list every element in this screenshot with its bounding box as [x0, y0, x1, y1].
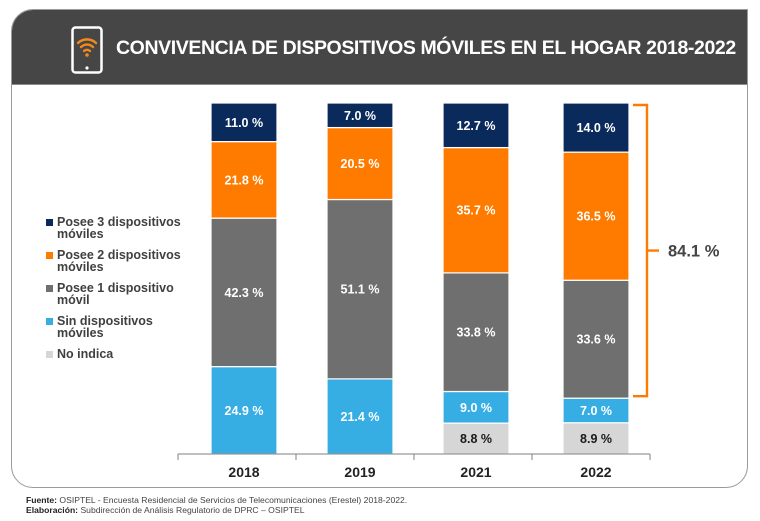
data-label: 35.7 %	[457, 204, 496, 218]
bar-segment-dos-2021	[442, 146, 510, 274]
legend-swatch	[46, 285, 53, 292]
bar-segment-sin-2019	[326, 378, 394, 455]
data-label: 11.0 %	[225, 116, 263, 130]
source-label: Fuente:	[26, 495, 58, 505]
data-label: 8.9 %	[580, 432, 612, 446]
bar-segment-tres-2021	[442, 102, 510, 149]
bar-segment-uno-2021	[442, 272, 510, 393]
chart-legend: Posee 3 dispositivos móviles Posee 2 dispo…	[46, 216, 207, 369]
data-label: 7.0 %	[580, 404, 612, 418]
data-label: 7.0 %	[344, 109, 376, 123]
data-label: 21.8 %	[225, 173, 264, 187]
legend-label: Posee 2 dispositivos	[57, 248, 181, 262]
legend-item-sin: Sin dispositivos móviles	[46, 315, 207, 339]
legend-item-no-indica: No indica	[46, 348, 207, 360]
annotation-bracket	[633, 103, 659, 398]
legend-swatch	[46, 318, 53, 325]
data-label: 33.8 %	[457, 326, 496, 340]
legend-item-uno: Posee 1 dispositivo móvil	[46, 282, 207, 306]
legend-label: Sin dispositivos	[57, 314, 153, 328]
data-label: 14.0 %	[577, 121, 616, 135]
bar-segment-sin-2018	[210, 366, 278, 455]
data-label: 42.3 %	[225, 286, 264, 300]
legend-label-cont: móviles	[57, 260, 104, 274]
credit-note: Elaboración: Subdirección de Análisis Re…	[26, 505, 407, 515]
bar-segment-tres-2019	[326, 102, 394, 129]
data-label: 8.8 %	[460, 432, 492, 446]
data-label: 33.6 %	[577, 333, 616, 347]
bar-segment-sin-2021	[442, 390, 510, 424]
x-tick-label: 2021	[460, 464, 491, 480]
bar-segment-dos-2018	[210, 141, 278, 219]
source-text: OSIPTEL - Encuesta Residencial de Servic…	[57, 495, 408, 505]
x-tick-label: 2019	[344, 464, 375, 480]
annotation-label: 84.1 %	[668, 243, 720, 261]
legend-swatch	[46, 351, 53, 358]
legend-swatch	[46, 252, 53, 259]
bar-segment-no-indica-2022	[562, 422, 630, 455]
bar-segment-uno-2019	[326, 198, 394, 380]
source-note: Fuente: OSIPTEL - Encuesta Residencial d…	[26, 495, 407, 505]
legend-label: No indica	[57, 347, 114, 361]
legend-item-tres: Posee 3 dispositivos móviles	[46, 216, 207, 240]
data-label: 21.4 %	[341, 410, 380, 424]
chart-footer: Fuente: OSIPTEL - Encuesta Residencial d…	[26, 495, 407, 515]
legend-label-cont: móvil	[57, 293, 90, 307]
data-label: 9.0 %	[460, 401, 492, 415]
smartphone-wifi-icon	[71, 26, 103, 74]
bar-segment-uno-2018	[210, 217, 278, 368]
legend-item-dos: Posee 2 dispositivos móviles	[46, 249, 207, 273]
bar-segment-tres-2022	[562, 102, 630, 153]
legend-swatch	[46, 219, 53, 226]
data-label: 51.1 %	[341, 283, 380, 297]
bar-segment-tres-2018	[210, 102, 278, 143]
legend-label-cont: móviles	[57, 227, 104, 241]
x-tick-label: 2018	[228, 464, 259, 480]
data-label: 36.5 %	[577, 210, 616, 224]
data-label: 12.7 %	[457, 119, 496, 133]
legend-label-cont: móviles	[57, 326, 104, 340]
chart-header: CONVIVENCIA DE DISPOSITIVOS MÓVILES EN E…	[12, 10, 747, 85]
credit-text: Subdirección de Análisis Regulatorio de …	[78, 505, 305, 515]
legend-label: Posee 1 dispositivo	[57, 281, 174, 295]
data-label: 24.9 %	[225, 404, 264, 418]
chart-title: CONVIVENCIA DE DISPOSITIVOS MÓVILES EN E…	[116, 37, 736, 59]
bar-segment-dos-2022	[562, 151, 630, 281]
data-label: 20.5 %	[341, 157, 380, 171]
x-tick-label: 2022	[580, 464, 611, 480]
bar-segment-uno-2022	[562, 279, 630, 399]
legend-label: Posee 3 dispositivos	[57, 215, 181, 229]
credit-label: Elaboración:	[26, 505, 79, 515]
